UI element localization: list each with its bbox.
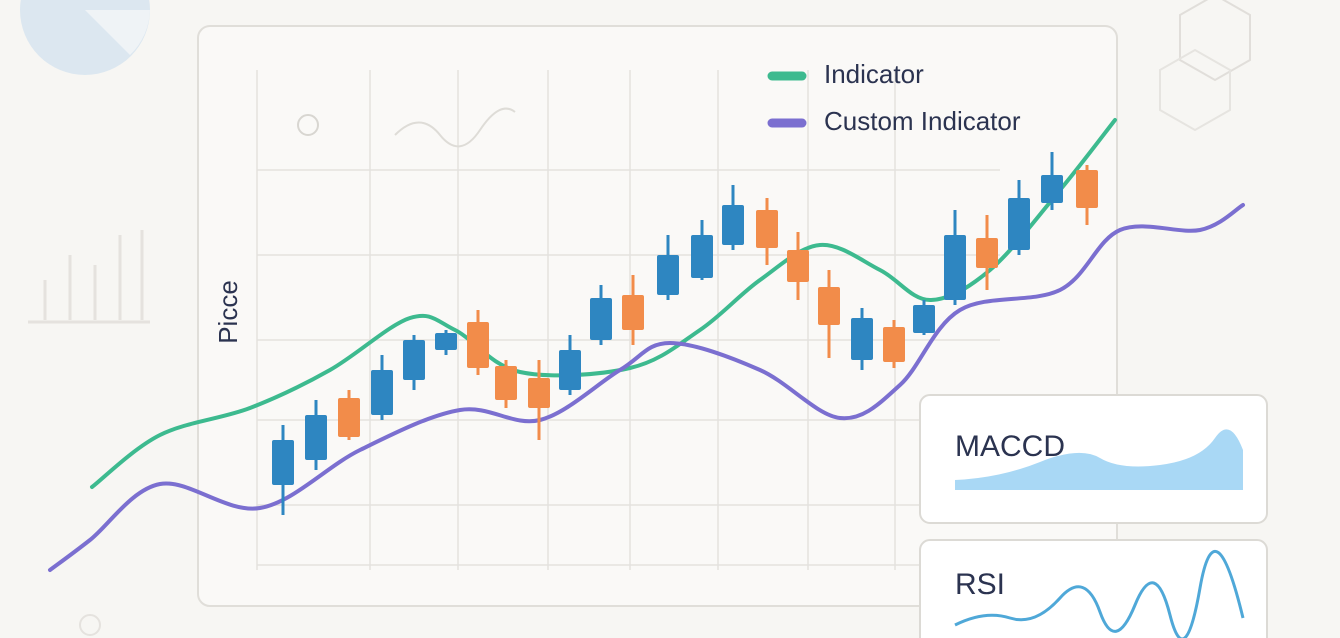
candle-body (403, 340, 425, 380)
candle-body (467, 322, 489, 368)
y-axis-label: Picce (213, 280, 243, 344)
rsi-panel (919, 539, 1268, 638)
candle-body (976, 238, 998, 268)
chart-card (197, 25, 1118, 607)
candle-body (272, 440, 294, 485)
candle-body (305, 415, 327, 460)
candle-body (371, 370, 393, 415)
candle-body (722, 205, 744, 245)
candle-body (622, 295, 644, 330)
indicator-line (90, 118, 1117, 489)
legend-label: Indicator (824, 59, 924, 89)
legend-label: Custom Indicator (824, 106, 1021, 136)
candles (272, 152, 1098, 515)
indicator-line (48, 203, 1245, 572)
candle-body (1076, 170, 1098, 208)
candle-body (590, 298, 612, 340)
candle-body (944, 235, 966, 300)
rsi-line (954, 550, 1245, 638)
candle-body (818, 287, 840, 325)
candle-body (1041, 175, 1063, 203)
candle-body (756, 210, 778, 248)
candle-body (883, 327, 905, 362)
candle-body (495, 366, 517, 400)
candle-body (435, 333, 457, 350)
candle-body (913, 305, 935, 333)
panel-title: RSI (955, 568, 1005, 601)
macd-area (955, 429, 1243, 490)
lines (48, 118, 1245, 572)
candle-body (691, 235, 713, 278)
candle-body (559, 350, 581, 390)
candle-body (657, 255, 679, 295)
legend: Indicator Custom Indicator (767, 59, 1021, 136)
candle-body (851, 318, 873, 360)
candle-body (1008, 198, 1030, 250)
panel-title: MACCD (955, 430, 1065, 463)
candle-body (528, 378, 550, 408)
candle-body (338, 398, 360, 437)
decoration (20, 0, 1251, 636)
candle-body (787, 250, 809, 282)
